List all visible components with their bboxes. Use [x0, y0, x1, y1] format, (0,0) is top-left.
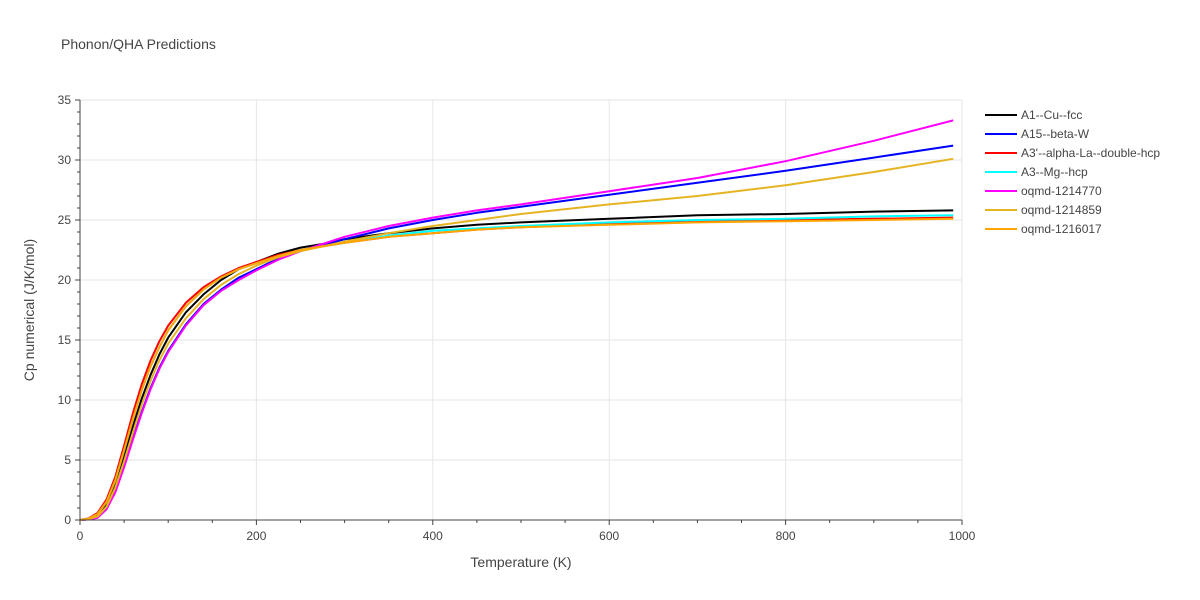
- y-tick-label: 30: [58, 153, 72, 167]
- series-line-A1--Cu--fcc: [79, 209, 954, 521]
- legend-item[interactable]: A3'--alpha-La--double-hcp: [985, 143, 1160, 162]
- y-tick-label: 0: [64, 513, 71, 527]
- y-tick-label: 15: [58, 333, 72, 347]
- legend-item[interactable]: A15--beta-W: [985, 124, 1160, 143]
- series-line-oqmd-1214859: [79, 157, 954, 521]
- legend-swatch: [985, 132, 1017, 135]
- legend-label: A3--Mg--hcp: [1021, 164, 1088, 179]
- legend-item[interactable]: oqmd-1214770: [985, 181, 1160, 200]
- x-tick-label: 800: [776, 529, 796, 543]
- series-line-oqmd-1216017: [79, 217, 954, 521]
- legend-swatch: [985, 113, 1017, 116]
- x-axis-label: Temperature (K): [470, 554, 572, 570]
- y-tick-label: 20: [58, 273, 72, 287]
- series-line-A3'--alpha-La--double-hcp: [79, 216, 954, 521]
- y-tick-label: 35: [58, 93, 72, 107]
- legend-swatch: [985, 189, 1017, 192]
- legend-label: oqmd-1214859: [1021, 202, 1102, 217]
- legend-item[interactable]: oqmd-1216017: [985, 219, 1160, 238]
- legend-label: A1--Cu--fcc: [1021, 107, 1083, 122]
- grid: [80, 99, 963, 520]
- series-line-A15--beta-W: [79, 144, 954, 521]
- legend: A1--Cu--fcc A15--beta-W A3'--alpha-La--dou…: [985, 105, 1160, 238]
- legend-swatch: [985, 151, 1017, 154]
- x-tick-label: 0: [77, 529, 84, 543]
- legend-label: A15--beta-W: [1021, 126, 1090, 141]
- chart-title: Phonon/QHA Predictions: [61, 36, 216, 52]
- y-tick-label: 5: [64, 453, 71, 467]
- legend-item[interactable]: oqmd-1214859: [985, 200, 1160, 219]
- legend-swatch: [985, 170, 1017, 173]
- tick-labels: 0 200 400 600 800 1000 0 5 10 15 20 25 30 35: [58, 93, 976, 543]
- y-tick-label: 25: [58, 213, 72, 227]
- legend-label: A3'--alpha-La--double-hcp: [1021, 145, 1161, 160]
- legend-swatch: [985, 208, 1017, 211]
- series-line-A3--Mg--hcp: [79, 214, 954, 521]
- x-tick-label: 400: [423, 529, 443, 543]
- series-lines: [79, 119, 954, 521]
- legend-label: oqmd-1214770: [1021, 183, 1102, 198]
- axes: [75, 99, 963, 525]
- x-tick-label: 1000: [949, 529, 976, 543]
- y-tick-label: 10: [58, 393, 72, 407]
- legend-label: oqmd-1216017: [1021, 221, 1102, 236]
- x-tick-label: 200: [246, 529, 266, 543]
- series-line-oqmd-1214770: [79, 119, 954, 521]
- legend-item[interactable]: A1--Cu--fcc: [985, 105, 1160, 124]
- legend-item[interactable]: A3--Mg--hcp: [985, 162, 1160, 181]
- x-tick-label: 600: [599, 529, 619, 543]
- y-axis-label: Cp numerical (J/K/mol): [21, 238, 37, 382]
- legend-swatch: [985, 227, 1017, 230]
